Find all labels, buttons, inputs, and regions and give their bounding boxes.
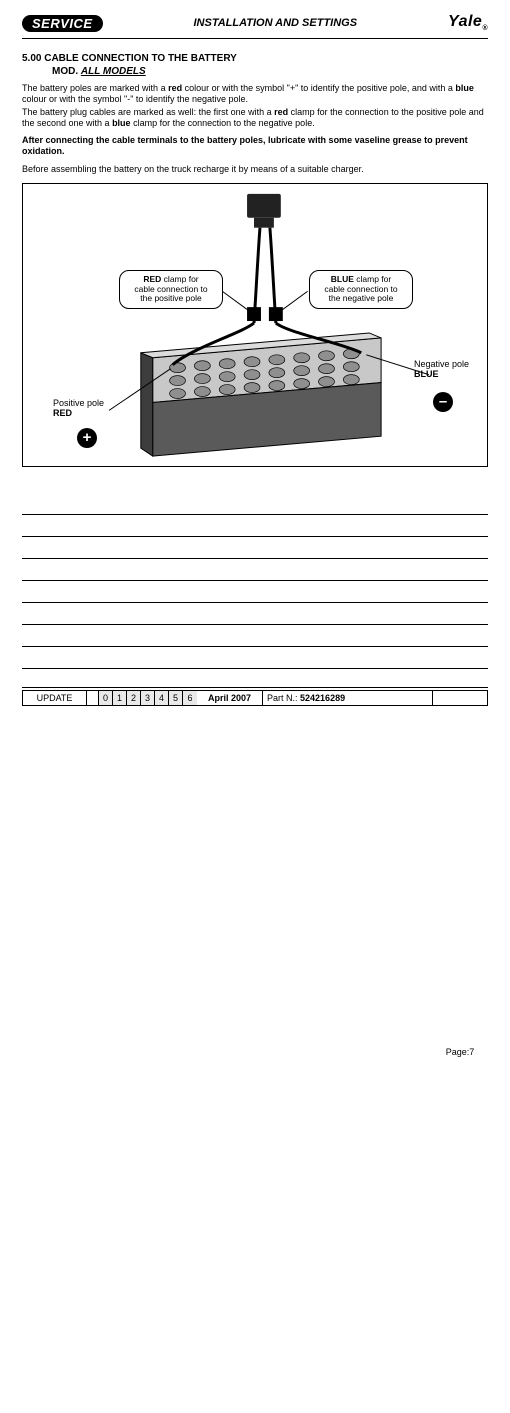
cr-l2: clamp for xyxy=(354,274,391,284)
note-line xyxy=(22,515,488,537)
footer-index-cell: 1 xyxy=(113,691,127,705)
service-badge: SERVICE xyxy=(22,15,103,32)
paragraph-3: After connecting the cable terminals to … xyxy=(22,135,488,158)
plus-icon: + xyxy=(77,428,97,448)
note-line xyxy=(22,603,488,625)
footer-date: April 2007 xyxy=(197,691,263,705)
p1b: colour or with the symbol "+" to identif… xyxy=(182,83,455,93)
battery-figure: RED clamp for cable connection to the po… xyxy=(22,183,488,467)
paragraph-4: Before assembling the battery on the tru… xyxy=(22,164,488,175)
footer-index-cell: 3 xyxy=(141,691,155,705)
brand-sub: ® xyxy=(482,26,488,33)
section-heading: 5.00 CABLE CONNECTION TO THE BATTERY xyxy=(22,53,488,64)
neg-l1: Negative pole xyxy=(414,359,469,369)
footer-page-value: 7 xyxy=(469,1047,474,1057)
header-rule xyxy=(22,38,488,39)
pos-l2: RED xyxy=(53,408,72,418)
mod-value: ALL MODELS xyxy=(81,66,146,77)
callout-blue-clamp: BLUE clamp for cable connection to the n… xyxy=(309,270,413,309)
battery-illustration xyxy=(23,184,487,466)
footer-index-cell: 6 xyxy=(183,691,197,705)
paragraph-2: The battery plug cables are marked as we… xyxy=(22,107,488,130)
footer-index-cell: 5 xyxy=(169,691,183,705)
p1a: The battery poles are marked with a xyxy=(22,83,168,93)
cl-l2: clamp for xyxy=(161,274,198,284)
cr-l3: cable connection to xyxy=(324,284,397,294)
footer-part: Part N.: 524216289 xyxy=(263,691,433,705)
cl-l1: RED xyxy=(143,274,161,284)
note-line xyxy=(22,559,488,581)
note-line xyxy=(22,647,488,669)
callout-red-clamp: RED clamp for cable connection to the po… xyxy=(119,270,223,309)
cl-l3: cable connection to xyxy=(134,284,207,294)
footer-page: Page: 7 xyxy=(433,691,487,1413)
p1-red: red xyxy=(168,83,182,93)
label-negative-pole: Negative pole BLUE xyxy=(414,360,469,380)
footer-part-value: 524216289 xyxy=(300,693,345,703)
footer-part-label: Part N.: xyxy=(267,693,298,703)
cl-l4: the positive pole xyxy=(140,293,201,303)
footer-page-label: Page: xyxy=(446,1047,470,1057)
p2c: clamp for the connection to the negative… xyxy=(131,118,315,128)
minus-icon: – xyxy=(433,392,453,412)
note-line xyxy=(22,581,488,603)
footer-index-cell: 4 xyxy=(155,691,169,705)
page-footer: UPDATE 0123456 April 2007 Part N.: 52421… xyxy=(22,687,488,706)
note-line xyxy=(22,625,488,647)
footer-index-cell: 0 xyxy=(99,691,113,705)
label-positive-pole: Positive pole RED xyxy=(53,399,104,419)
footer-gap xyxy=(87,691,99,705)
cr-l4: the negative pole xyxy=(329,293,394,303)
brand-logo: Yale® xyxy=(448,13,488,32)
footer-rule xyxy=(22,687,488,688)
p1c: colour or with the symbol "-" to identif… xyxy=(22,94,248,104)
footer-row: UPDATE 0123456 April 2007 Part N.: 52421… xyxy=(22,690,488,706)
brand-text: Yale xyxy=(448,13,482,30)
page-header: SERVICE INSTALLATION AND SETTINGS Yale® xyxy=(22,10,488,36)
model-line: MOD. ALL MODELS xyxy=(52,66,488,77)
footer-update-label: UPDATE xyxy=(23,691,87,705)
mod-prefix: MOD. xyxy=(52,66,81,77)
cr-l1: BLUE xyxy=(331,274,354,284)
p2-blue: blue xyxy=(112,118,131,128)
p2a: The battery plug cables are marked as we… xyxy=(22,107,274,117)
note-line xyxy=(22,493,488,515)
pos-l1: Positive pole xyxy=(53,398,104,408)
note-lines xyxy=(22,493,488,669)
paragraph-1: The battery poles are marked with a red … xyxy=(22,83,488,106)
footer-index-cell: 2 xyxy=(127,691,141,705)
neg-l2: BLUE xyxy=(414,369,439,379)
p1-blue: blue xyxy=(455,83,474,93)
header-title: INSTALLATION AND SETTINGS xyxy=(103,17,448,29)
p2-red: red xyxy=(274,107,288,117)
page: SERVICE INSTALLATION AND SETTINGS Yale® … xyxy=(0,0,510,722)
note-line xyxy=(22,537,488,559)
